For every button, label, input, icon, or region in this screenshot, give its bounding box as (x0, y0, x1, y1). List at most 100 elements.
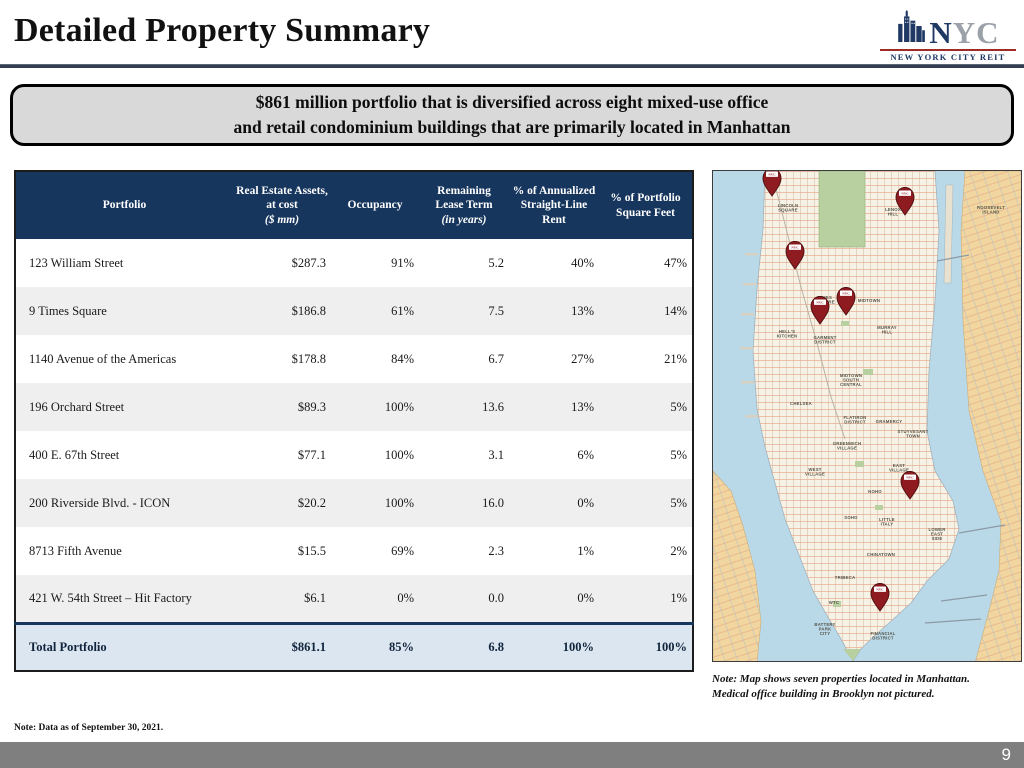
map-label: CHINATOWN (867, 552, 895, 557)
map-note-line-2: Medical office building in Brooklyn not … (712, 687, 935, 700)
map-label: LITTLE ITALY (879, 517, 895, 527)
svg-text:NYC: NYC (842, 292, 850, 296)
table-header-row: Portfolio Real Estate Assets, at cost ($ … (15, 171, 693, 239)
map-pin: NYC (785, 241, 805, 270)
cell-property: 123 William Street (29, 255, 124, 270)
cell-lease-term: 16.0 (482, 495, 504, 510)
map-label: WTC (829, 600, 839, 605)
map-label: MIDTOWN SOUTH CENTRAL (840, 373, 862, 387)
cell-occupancy: 84% (391, 351, 414, 366)
map-label: NOHO (868, 489, 882, 494)
cell-pct-sqft: 5% (670, 399, 687, 414)
cell-pct-sqft: 14% (664, 303, 687, 318)
central-park (818, 171, 866, 248)
cell-occupancy: 100% (384, 399, 414, 414)
map-pin: NYC (762, 171, 782, 197)
logo-underline (880, 49, 1016, 51)
cell-lease-term: 13.6 (482, 399, 504, 414)
map-label: BATTERY PARK CITY (814, 622, 835, 636)
skyline-icon (896, 10, 926, 47)
cell-pct-sqft: 2% (670, 543, 687, 558)
map-label: WEST VILLAGE (805, 467, 825, 477)
cell-assets: $20.2 (297, 495, 326, 510)
total-assets: $861.1 (233, 621, 331, 671)
table-row: 123 William Street $287.3 91% 5.2 40% 47… (15, 239, 693, 287)
map-label: STUYVESANT TOWN (898, 429, 929, 439)
map-label: CHELSEA (790, 401, 812, 406)
cell-pct-sqft: 5% (670, 447, 687, 462)
cell-occupancy: 100% (384, 495, 414, 510)
map-pin: NYC (810, 296, 830, 325)
cell-pct-rent: 27% (571, 351, 594, 366)
cell-pct-rent: 6% (577, 447, 594, 462)
total-pct-sqft: 100% (599, 621, 693, 671)
cell-assets: $77.1 (297, 447, 326, 462)
cell-occupancy: 91% (391, 255, 414, 270)
cell-occupancy: 100% (384, 447, 414, 462)
cell-lease-term: 3.1 (488, 447, 504, 462)
map-label: GREENWICH VILLAGE (833, 441, 862, 451)
cell-lease-term: 5.2 (488, 255, 504, 270)
svg-text:NYC: NYC (791, 246, 799, 250)
map-label: TRIBECA (835, 575, 856, 580)
cell-property: 9 Times Square (29, 303, 107, 318)
cell-occupancy: 69% (391, 543, 414, 558)
cell-lease-term: 2.3 (488, 543, 504, 558)
total-pct-rent: 100% (509, 621, 599, 671)
svg-text:NYC: NYC (906, 476, 914, 480)
map-pin: NYC (870, 583, 890, 612)
cell-property: 1140 Avenue of the Americas (29, 351, 177, 366)
cell-assets: $287.3 (291, 255, 326, 270)
cell-assets: $178.8 (291, 351, 326, 366)
map-pin: NYC (895, 187, 915, 216)
table-row: 196 Orchard Street $89.3 100% 13.6 13% 5… (15, 383, 693, 431)
cell-pct-rent: 13% (571, 399, 594, 414)
logo-caption: NEW YORK CITY REIT (890, 52, 1006, 62)
header-pct-rent: % of Annualized Straight-Line Rent (509, 171, 599, 239)
table-row: 400 E. 67th Street $77.1 100% 3.1 6% 5% (15, 431, 693, 479)
cell-pct-sqft: 1% (670, 590, 687, 605)
banner-line-2: and retail condominium buildings that ar… (233, 117, 791, 137)
map-label: HELL'S KITCHEN (777, 329, 798, 339)
cell-pct-sqft: 47% (664, 255, 687, 270)
header-assets: Real Estate Assets, at cost ($ mm) (233, 171, 331, 239)
map-label: LINCOLN SQUARE (778, 203, 799, 213)
map-label: SOHO (844, 515, 858, 520)
map-label: EAST VILLAGE (889, 463, 909, 473)
map-label: GRAMERCY (876, 419, 903, 424)
cell-pct-sqft: 5% (670, 495, 687, 510)
table-row: 200 Riverside Blvd. - ICON $20.2 100% 16… (15, 479, 693, 527)
map-label: LOWER EAST SIDE (929, 527, 947, 541)
banner-line-1: $861 million portfolio that is diversifi… (255, 92, 769, 113)
cell-assets: $186.8 (291, 303, 326, 318)
map-label: FLATIRON DISTRICT (843, 415, 866, 425)
cell-assets: $15.5 (297, 543, 326, 558)
cell-property: 200 Riverside Blvd. - ICON (29, 495, 171, 510)
cell-lease-term: 6.7 (488, 351, 504, 366)
map-label: ROOSEVELT ISLAND (977, 205, 1005, 215)
logo-wordmark: NYC (929, 15, 1000, 51)
header-lease-term: Remaining Lease Term (in years) (419, 171, 509, 239)
total-row: Total Portfolio $861.1 85% 6.8 100% 100% (15, 621, 693, 671)
manhattan-map: LINCOLN SQUARE LENOX HILL ROOSEVELT ISLAND TIM… (712, 170, 1022, 662)
bridges (924, 254, 1006, 624)
cell-occupancy: 61% (391, 303, 414, 318)
total-label: Total Portfolio (15, 621, 233, 671)
cell-pct-rent: 0% (577, 495, 594, 510)
cell-occupancy: 0% (397, 590, 414, 605)
map-pin: NYC (900, 471, 920, 500)
header-occupancy: Occupancy (331, 171, 419, 239)
nyc-reit-logo: NYC NEW YORK CITY REIT (880, 10, 1016, 62)
title-divider (0, 64, 1024, 68)
cell-lease-term: 0.0 (488, 590, 504, 605)
map-label: MURRAY HILL (877, 325, 897, 335)
table-row: 1140 Avenue of the Americas $178.8 84% 6… (15, 335, 693, 383)
table-row: 8713 Fifth Avenue $15.5 69% 2.3 1% 2% (15, 527, 693, 575)
map-label: MIDTOWN (858, 298, 880, 303)
hudson-piers (740, 253, 758, 418)
slide-footnote: Note: Data as of September 30, 2021. (14, 723, 164, 733)
map-label: GARMENT DISTRICT (813, 335, 836, 345)
cell-property: 8713 Fifth Avenue (29, 543, 122, 558)
